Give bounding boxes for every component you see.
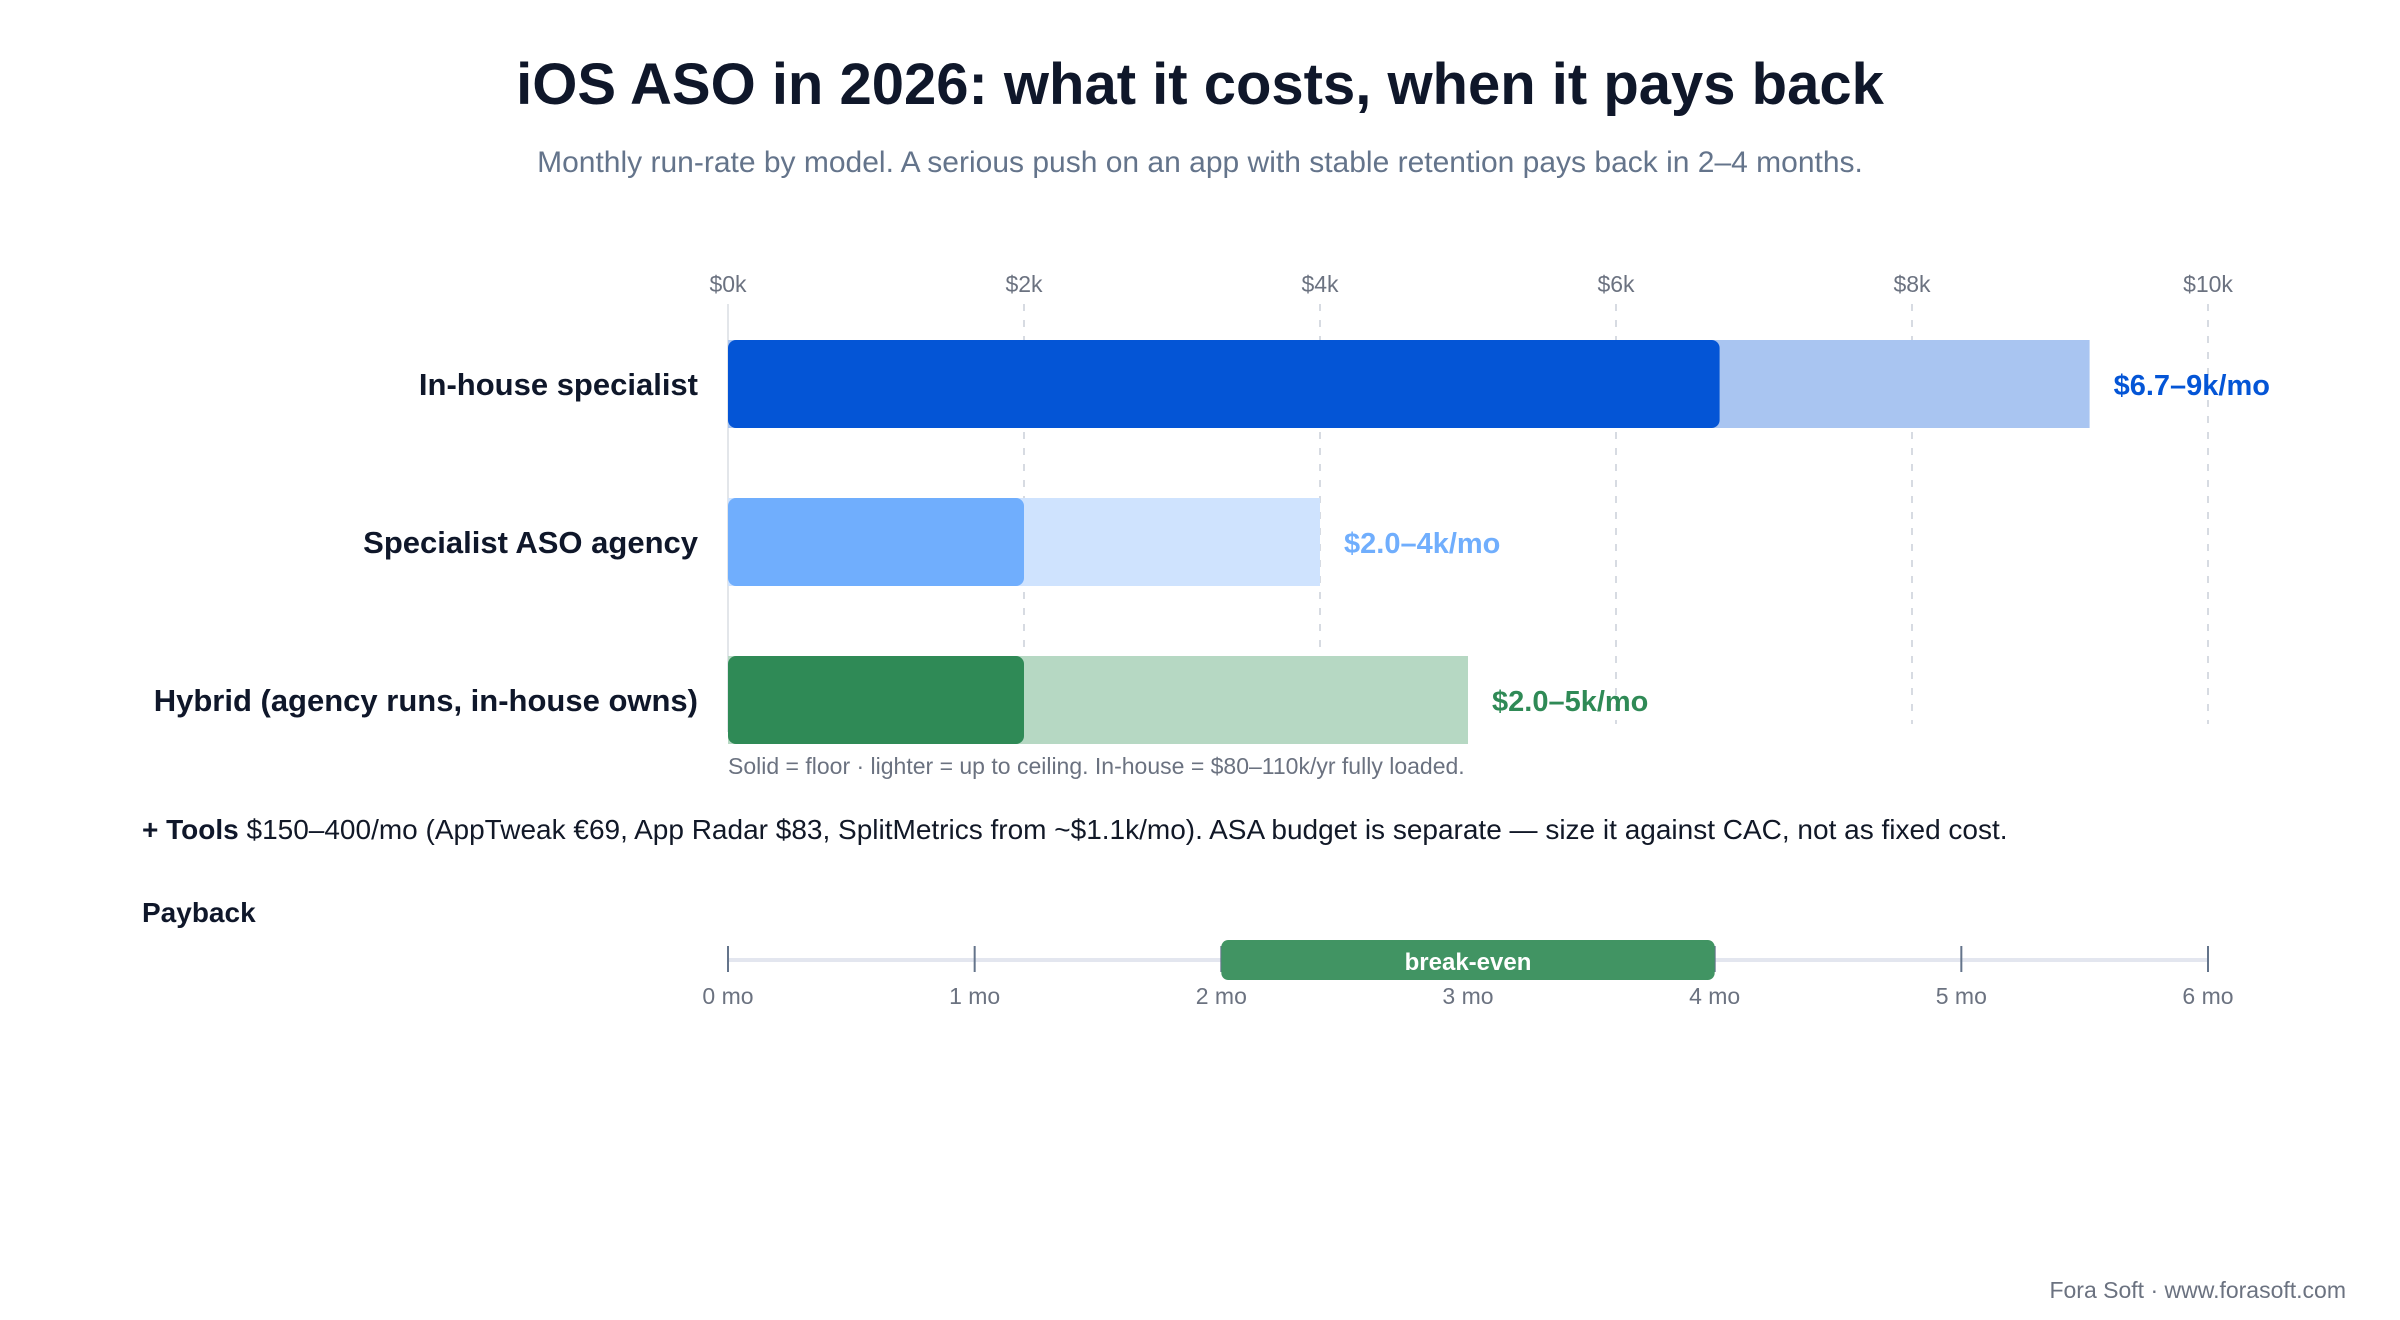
cost-value-label: $6.7–9k/mo — [2114, 370, 2270, 402]
cost-value-label: $2.0–4k/mo — [1344, 528, 1500, 560]
break-even-bar — [1221, 940, 1715, 980]
payback-tick-label: 5 mo — [1936, 983, 1987, 1009]
break-even-label: break-even — [1405, 949, 1532, 976]
cost-tick-labels: $0k $2k $4k $6k $8k $10k — [709, 271, 2233, 297]
footer-credit: Fora Soft · www.forasoft.com — [2049, 1277, 2346, 1303]
cost-tick-label: $6k — [1597, 271, 1635, 297]
cost-tick-label: $2k — [1005, 271, 1043, 297]
cost-value-labels: $6.7–9k/mo $2.0–4k/mo $2.0–5k/mo — [1344, 370, 2270, 718]
payback-tick-label: 4 mo — [1689, 983, 1740, 1009]
chart-title: iOS ASO in 2026: what it costs, when it … — [516, 52, 1884, 117]
payback-tick-labels: 0 mo 1 mo 2 mo 3 mo 4 mo 5 mo 6 mo — [702, 983, 2233, 1009]
tools-label: + Tools — [142, 814, 239, 845]
chart-subtitle: Monthly run-rate by model. A serious pus… — [537, 146, 1863, 179]
cost-bar-floor — [728, 498, 1024, 586]
cost-tick-label: $4k — [1301, 271, 1339, 297]
cost-bar-floor — [728, 340, 1720, 428]
payback-tick-label: 6 mo — [2182, 983, 2233, 1009]
cost-bars — [728, 340, 2090, 744]
cost-bar-floor — [728, 656, 1024, 744]
cost-category-label: Hybrid (agency runs, in-house owns) — [154, 683, 698, 718]
payback-tick-label: 3 mo — [1442, 983, 1493, 1009]
payback-title: Payback — [142, 897, 256, 928]
cost-value-label: $2.0–5k/mo — [1492, 686, 1648, 718]
payback-tick-label: 1 mo — [949, 983, 1000, 1009]
payback-tick-label: 0 mo — [702, 983, 753, 1009]
chart-note: Solid = floor · lighter = up to ceiling.… — [728, 753, 1465, 779]
cost-tick-label: $0k — [709, 271, 747, 297]
tools-line: + Tools $150–400/mo (AppTweak €69, App R… — [142, 814, 2008, 845]
payback-timeline: break-even 0 mo 1 mo 2 mo 3 mo 4 mo 5 mo 6 mo — [702, 940, 2234, 1009]
cost-category-labels: In-house specialist Specialist ASO agency… — [154, 367, 699, 718]
cost-tick-label: $8k — [1893, 271, 1931, 297]
tools-text: $150–400/mo (AppTweak €69, App Radar $83… — [239, 814, 2008, 845]
cost-category-label: Specialist ASO agency — [363, 525, 699, 560]
cost-category-label: In-house specialist — [419, 367, 698, 402]
cost-tick-label: $10k — [2183, 271, 2233, 297]
payback-range: break-even — [1221, 940, 1715, 980]
cost-bar-chart: $0k $2k $4k $6k $8k $10k In-house specialist S… — [154, 271, 2270, 744]
payback-tick-label: 2 mo — [1196, 983, 1247, 1009]
